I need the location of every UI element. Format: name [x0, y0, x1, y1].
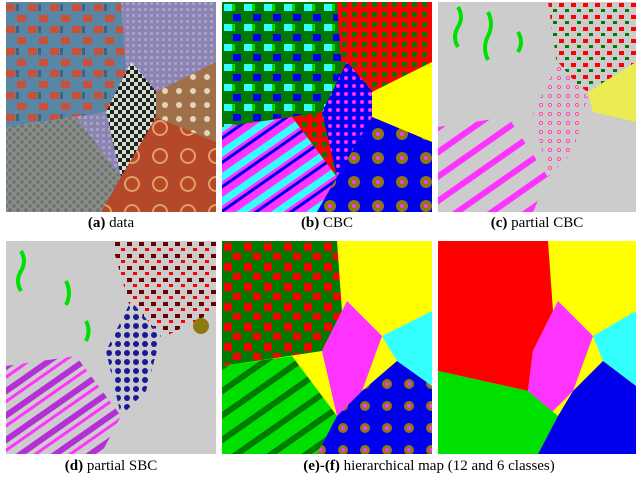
caption-a: (a) data: [6, 214, 216, 232]
caption-c: (c) partial CBC: [438, 214, 636, 232]
caption-b-letter: (b): [300, 215, 320, 231]
caption-d-letter: (d): [64, 458, 84, 474]
panel-a-data-image: [6, 2, 216, 212]
caption-ef-letter: (e)-(f): [303, 458, 340, 474]
caption-ef-text: hierarchical map (12 and 6 classes): [339, 458, 555, 474]
panel-b-cbc-map: [222, 2, 432, 212]
caption-a-letter: (a): [87, 215, 106, 231]
caption-b-text: CBC: [319, 215, 354, 231]
caption-c-letter: (c): [490, 215, 508, 231]
panel-c-partial-cbc-map: [438, 2, 636, 212]
caption-b: (b) CBC: [222, 214, 432, 232]
caption-a-text: data: [105, 215, 135, 231]
caption-d: (d) partial SBC: [6, 457, 216, 475]
caption-c-text: partial CBC: [507, 215, 584, 231]
caption-d-text: partial SBC: [83, 458, 158, 474]
caption-ef: (e)-(f) hierarchical map (12 and 6 class…: [222, 457, 636, 475]
panel-d-partial-sbc-map: [6, 241, 216, 454]
panel-f-hierarchical-map-6: [438, 241, 636, 454]
panel-e-hierarchical-map-12: [222, 241, 432, 454]
